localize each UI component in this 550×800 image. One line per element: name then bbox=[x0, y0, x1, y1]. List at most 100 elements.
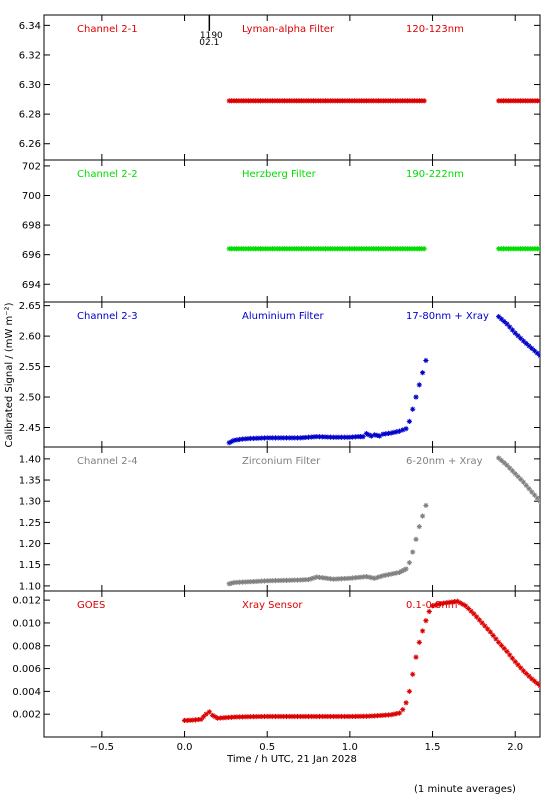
data-point bbox=[369, 713, 375, 719]
data-point bbox=[421, 246, 427, 252]
data-point bbox=[330, 576, 336, 582]
data-point bbox=[253, 578, 259, 584]
data-point bbox=[294, 435, 301, 441]
channel-label: Channel 2-3 bbox=[77, 311, 138, 322]
data-point bbox=[507, 324, 513, 330]
data-point bbox=[534, 350, 540, 356]
band-label: 190-222nm bbox=[406, 169, 464, 180]
y-tick-label: 0.004 bbox=[12, 687, 41, 698]
data-point bbox=[206, 709, 212, 715]
data-point bbox=[394, 429, 400, 435]
data-point bbox=[220, 715, 226, 721]
data-point bbox=[341, 713, 347, 720]
data-point bbox=[531, 492, 538, 498]
data-point bbox=[421, 98, 427, 104]
data-point bbox=[275, 713, 281, 720]
data-point bbox=[267, 713, 273, 720]
data-point bbox=[327, 434, 334, 440]
data-point bbox=[283, 713, 290, 720]
data-point bbox=[385, 430, 392, 436]
data-point bbox=[322, 575, 328, 581]
data-point bbox=[451, 599, 458, 605]
data-point bbox=[429, 603, 436, 609]
series-4 bbox=[226, 455, 540, 587]
data-point bbox=[333, 434, 339, 440]
data-point bbox=[498, 642, 505, 648]
data-point bbox=[526, 343, 532, 349]
data-point bbox=[423, 502, 429, 509]
data-point bbox=[361, 713, 367, 719]
data-point bbox=[401, 567, 407, 573]
y-tick-label: 1.40 bbox=[19, 454, 41, 465]
data-point bbox=[264, 578, 270, 584]
data-point bbox=[308, 713, 314, 720]
data-point bbox=[314, 713, 320, 720]
data-point bbox=[281, 435, 287, 441]
data-point bbox=[200, 714, 207, 720]
series-3 bbox=[226, 314, 540, 446]
data-point bbox=[261, 578, 268, 584]
data-point bbox=[270, 578, 276, 584]
data-point bbox=[410, 671, 416, 677]
filter-label: Xray Sensor bbox=[242, 600, 303, 611]
data-point bbox=[190, 717, 196, 723]
data-point bbox=[406, 688, 412, 694]
data-point bbox=[432, 602, 438, 608]
data-point bbox=[520, 668, 527, 674]
data-point bbox=[339, 434, 345, 440]
data-point bbox=[305, 434, 312, 440]
data-point bbox=[468, 608, 474, 614]
data-point bbox=[325, 434, 331, 440]
data-point bbox=[515, 662, 521, 668]
data-point bbox=[325, 713, 331, 720]
data-point bbox=[534, 495, 540, 501]
data-point bbox=[493, 636, 499, 642]
data-point bbox=[330, 713, 336, 720]
data-point bbox=[372, 713, 378, 719]
data-point bbox=[253, 714, 259, 720]
data-point bbox=[363, 430, 369, 437]
data-point bbox=[518, 665, 524, 671]
data-point bbox=[253, 435, 259, 441]
data-point bbox=[245, 579, 251, 585]
data-point bbox=[410, 406, 416, 412]
data-point bbox=[242, 436, 248, 442]
event-marker-label-top: 1190 bbox=[200, 31, 223, 41]
data-point bbox=[347, 713, 353, 720]
data-point bbox=[426, 608, 432, 615]
data-point bbox=[416, 639, 422, 645]
data-point bbox=[336, 434, 342, 440]
data-point bbox=[250, 578, 257, 585]
data-point bbox=[504, 648, 510, 655]
data-point bbox=[352, 575, 358, 581]
panels: 6.26 6.28 6.30 6.32 6.34 Channel 2-1 Lyman-alp… bbox=[12, 14, 541, 753]
y-tick-label: 700 bbox=[22, 191, 41, 202]
data-point bbox=[256, 578, 262, 584]
data-point bbox=[487, 629, 493, 635]
y-tick-label: 1.25 bbox=[19, 518, 41, 529]
x-tick-label: 1.0 bbox=[342, 742, 358, 753]
data-point bbox=[264, 435, 270, 441]
data-point bbox=[344, 713, 350, 720]
data-point bbox=[198, 716, 204, 722]
data-point bbox=[358, 713, 364, 719]
data-point bbox=[399, 568, 405, 574]
data-point bbox=[292, 435, 298, 441]
data-point bbox=[344, 575, 350, 582]
data-point bbox=[518, 335, 524, 341]
data-point bbox=[435, 601, 441, 607]
data-point bbox=[333, 576, 339, 582]
data-point bbox=[385, 712, 392, 718]
data-point bbox=[336, 576, 342, 582]
data-point bbox=[474, 614, 480, 620]
data-point bbox=[250, 435, 257, 441]
y-tick-label: 1.30 bbox=[19, 497, 41, 508]
data-point bbox=[394, 570, 400, 576]
data-point bbox=[239, 714, 245, 720]
data-point bbox=[454, 598, 460, 604]
data-point bbox=[259, 578, 265, 584]
panel-frame bbox=[43, 159, 541, 303]
data-point bbox=[256, 713, 262, 720]
data-point bbox=[385, 572, 392, 578]
data-point bbox=[319, 713, 325, 720]
